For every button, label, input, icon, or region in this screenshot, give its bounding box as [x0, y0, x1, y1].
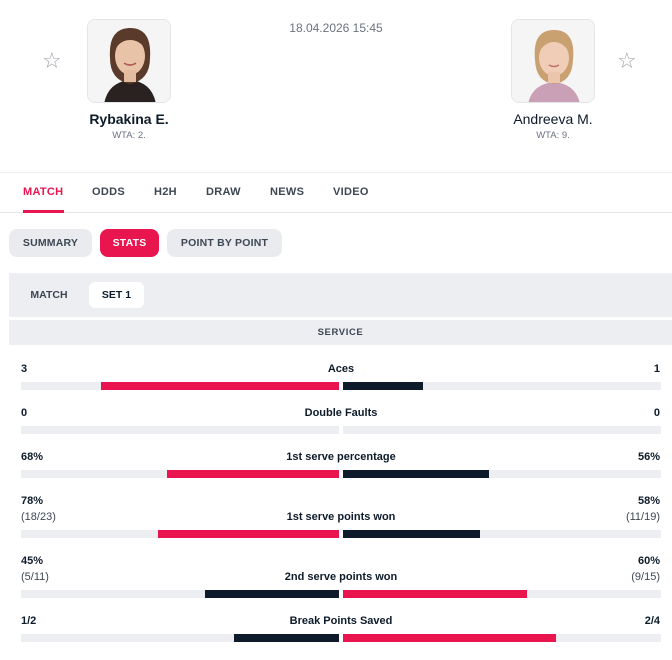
stat-away-bar: [343, 470, 490, 478]
match-tabs: MATCH ODDS H2H DRAW NEWS VIDEO: [0, 172, 672, 213]
stat-home-value: 45%: [21, 555, 44, 567]
stat-row-aces: 3 Aces 1: [0, 362, 672, 394]
stat-home-bar-track: [21, 634, 339, 642]
tab-news[interactable]: NEWS: [270, 186, 305, 198]
stat-home-bar: [157, 530, 339, 538]
tab-video[interactable]: VIDEO: [333, 186, 369, 198]
home-player[interactable]: Rybakina E. WTA: 2.: [49, 19, 209, 141]
stat-away-value: 60%: [637, 555, 660, 567]
stat-home-value: 78%: [21, 495, 44, 507]
stat-home-bar: [100, 382, 339, 390]
pill-point-by-point[interactable]: POINT BY POINT: [167, 229, 282, 257]
stat-away-value: 58%: [637, 495, 660, 507]
stat-row-1st-serve-points-won: 78% (18/23) 1st serve points won 58% (11…: [0, 494, 672, 540]
stat-home-value: 68%: [21, 451, 44, 463]
stat-label: 1st serve percentage: [286, 451, 396, 463]
subtab-set-1[interactable]: SET 1: [89, 282, 144, 308]
tab-odds[interactable]: ODDS: [92, 186, 125, 198]
stat-away-bar-track: [343, 382, 661, 390]
stat-away-bar: [343, 634, 557, 642]
active-tab-indicator: [23, 210, 64, 213]
stat-home-bar: [205, 590, 339, 598]
stat-home-detail: (5/11): [21, 571, 49, 583]
stat-away-bar: [343, 382, 423, 390]
stat-away-value: 56%: [637, 451, 660, 463]
stat-away-detail: (9/15): [631, 571, 660, 583]
stat-row-1st-serve-percentage: 68% 1st serve percentage 56%: [0, 450, 672, 482]
stat-home-bar: [167, 470, 339, 478]
tab-match[interactable]: MATCH: [23, 186, 64, 198]
tab-draw[interactable]: DRAW: [206, 186, 241, 198]
stat-home-bar-track: [21, 382, 339, 390]
stat-label: Double Faults: [304, 407, 378, 419]
stat-row-double-faults: 0 Double Faults 0: [0, 406, 672, 438]
away-player-avatar[interactable]: [511, 19, 595, 103]
stat-label: Break Points Saved: [289, 615, 393, 627]
stat-away-bar-track: [343, 634, 661, 642]
home-player-avatar[interactable]: [87, 19, 171, 103]
away-player-name[interactable]: Andreeva M.: [513, 111, 593, 127]
favorite-home-star-icon[interactable]: ☆: [42, 48, 62, 73]
stat-away-bar-track: [343, 530, 661, 538]
stat-home-bar: [234, 634, 339, 642]
stat-home-value: 3: [21, 363, 28, 375]
section-title-service: SERVICE: [9, 320, 672, 345]
stat-home-bar-track: [21, 470, 339, 478]
match-header: 18.04.2026 15:45 ☆ ☆ Rybakina E. WTA: 2.: [0, 0, 672, 172]
stat-away-value: 0: [653, 407, 660, 419]
stat-away-bar: [343, 530, 480, 538]
away-player-rank: WTA: 9.: [536, 130, 570, 141]
stat-home-detail: (18/23): [21, 511, 56, 523]
match-datetime: 18.04.2026 15:45: [289, 21, 383, 35]
pill-summary[interactable]: SUMMARY: [9, 229, 92, 257]
stat-row-break-points-saved: 1/2 Break Points Saved 2/4: [0, 614, 672, 646]
home-player-name[interactable]: Rybakina E.: [89, 111, 169, 127]
stat-home-bar-track: [21, 530, 339, 538]
pill-stats[interactable]: STATS: [100, 229, 159, 257]
stat-away-bar-track: [343, 470, 661, 478]
period-selector: MATCH SET 1: [9, 273, 672, 317]
stat-away-value: 2/4: [644, 615, 660, 627]
stat-label: Aces: [327, 363, 355, 375]
stat-away-bar: [343, 590, 528, 598]
stat-away-bar-track: [343, 590, 661, 598]
stat-home-value: 1/2: [21, 615, 37, 627]
stat-row-2nd-serve-points-won: 45% (5/11) 2nd serve points won 60% (9/1…: [0, 554, 672, 600]
stat-away-detail: (11/19): [625, 511, 660, 523]
stat-home-bar-track: [21, 590, 339, 598]
subtab-match[interactable]: MATCH: [30, 289, 68, 301]
stat-home-value: 0: [21, 407, 28, 419]
stat-label: 1st serve points won: [286, 511, 396, 523]
stat-home-bar-track: [21, 426, 339, 434]
favorite-away-star-icon[interactable]: ☆: [617, 48, 637, 73]
stat-away-value: 1: [653, 363, 660, 375]
tab-h2h[interactable]: H2H: [154, 186, 177, 198]
stat-away-bar-track: [343, 426, 661, 434]
home-player-rank: WTA: 2.: [112, 130, 146, 141]
stat-label: 2nd serve points won: [284, 571, 398, 583]
away-player[interactable]: Andreeva M. WTA: 9.: [473, 19, 633, 141]
